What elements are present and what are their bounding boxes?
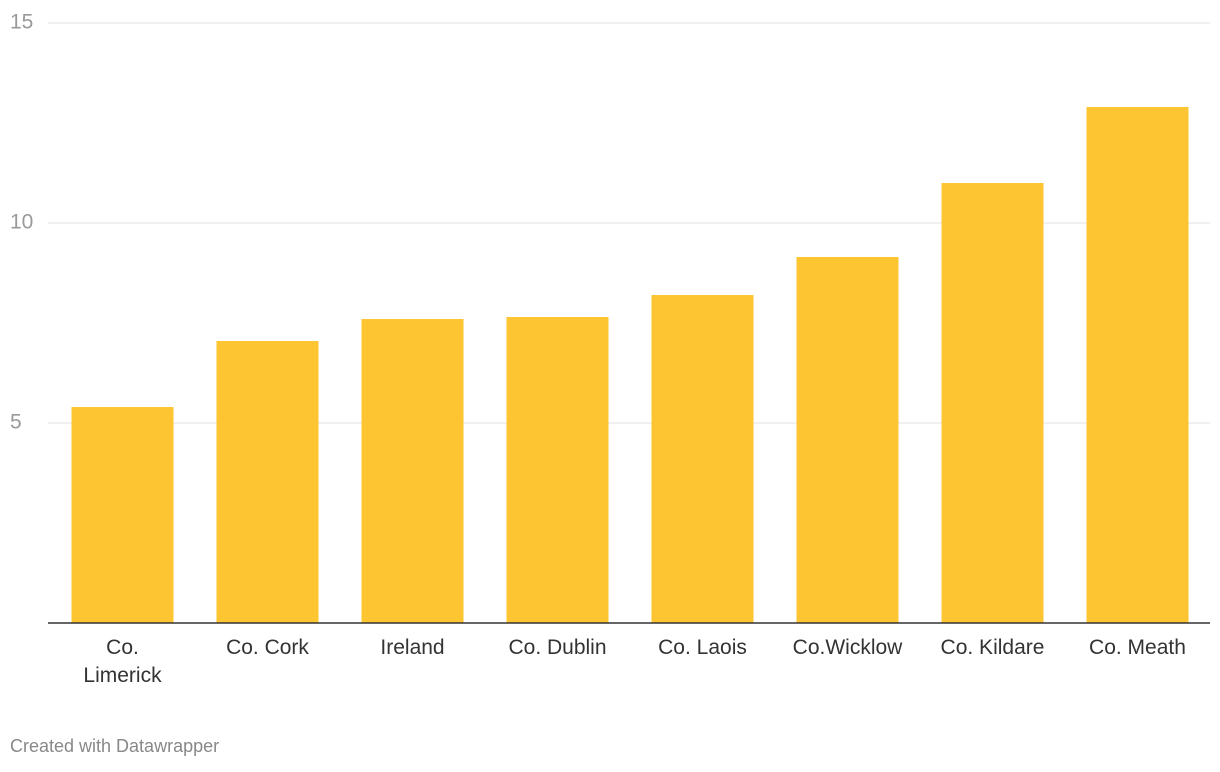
x-tick-label: Co. Kildare — [940, 636, 1045, 659]
x-tick-label: Co. Dublin — [508, 636, 607, 659]
bar — [651, 295, 754, 623]
x-tick-label: Co.Wicklow — [792, 636, 903, 659]
bar — [361, 319, 464, 623]
bar — [1086, 107, 1189, 623]
bar — [216, 341, 319, 623]
bar — [796, 257, 899, 623]
x-tick-label: Ireland — [380, 636, 445, 659]
x-tick-label: Co. Laois — [658, 636, 747, 659]
bar — [941, 183, 1044, 623]
y-tick-label: 5 — [10, 411, 22, 434]
y-tick-label: 15 — [10, 11, 33, 34]
credit: Created with Datawrapper — [10, 736, 220, 756]
x-tick-label: Co. Limerick — [83, 636, 162, 687]
bar — [71, 407, 174, 623]
x-tick-label: Co. Meath — [1089, 636, 1186, 659]
bar — [506, 317, 609, 623]
y-tick-label: 10 — [10, 211, 33, 234]
x-tick-label: Co. Cork — [226, 636, 309, 659]
